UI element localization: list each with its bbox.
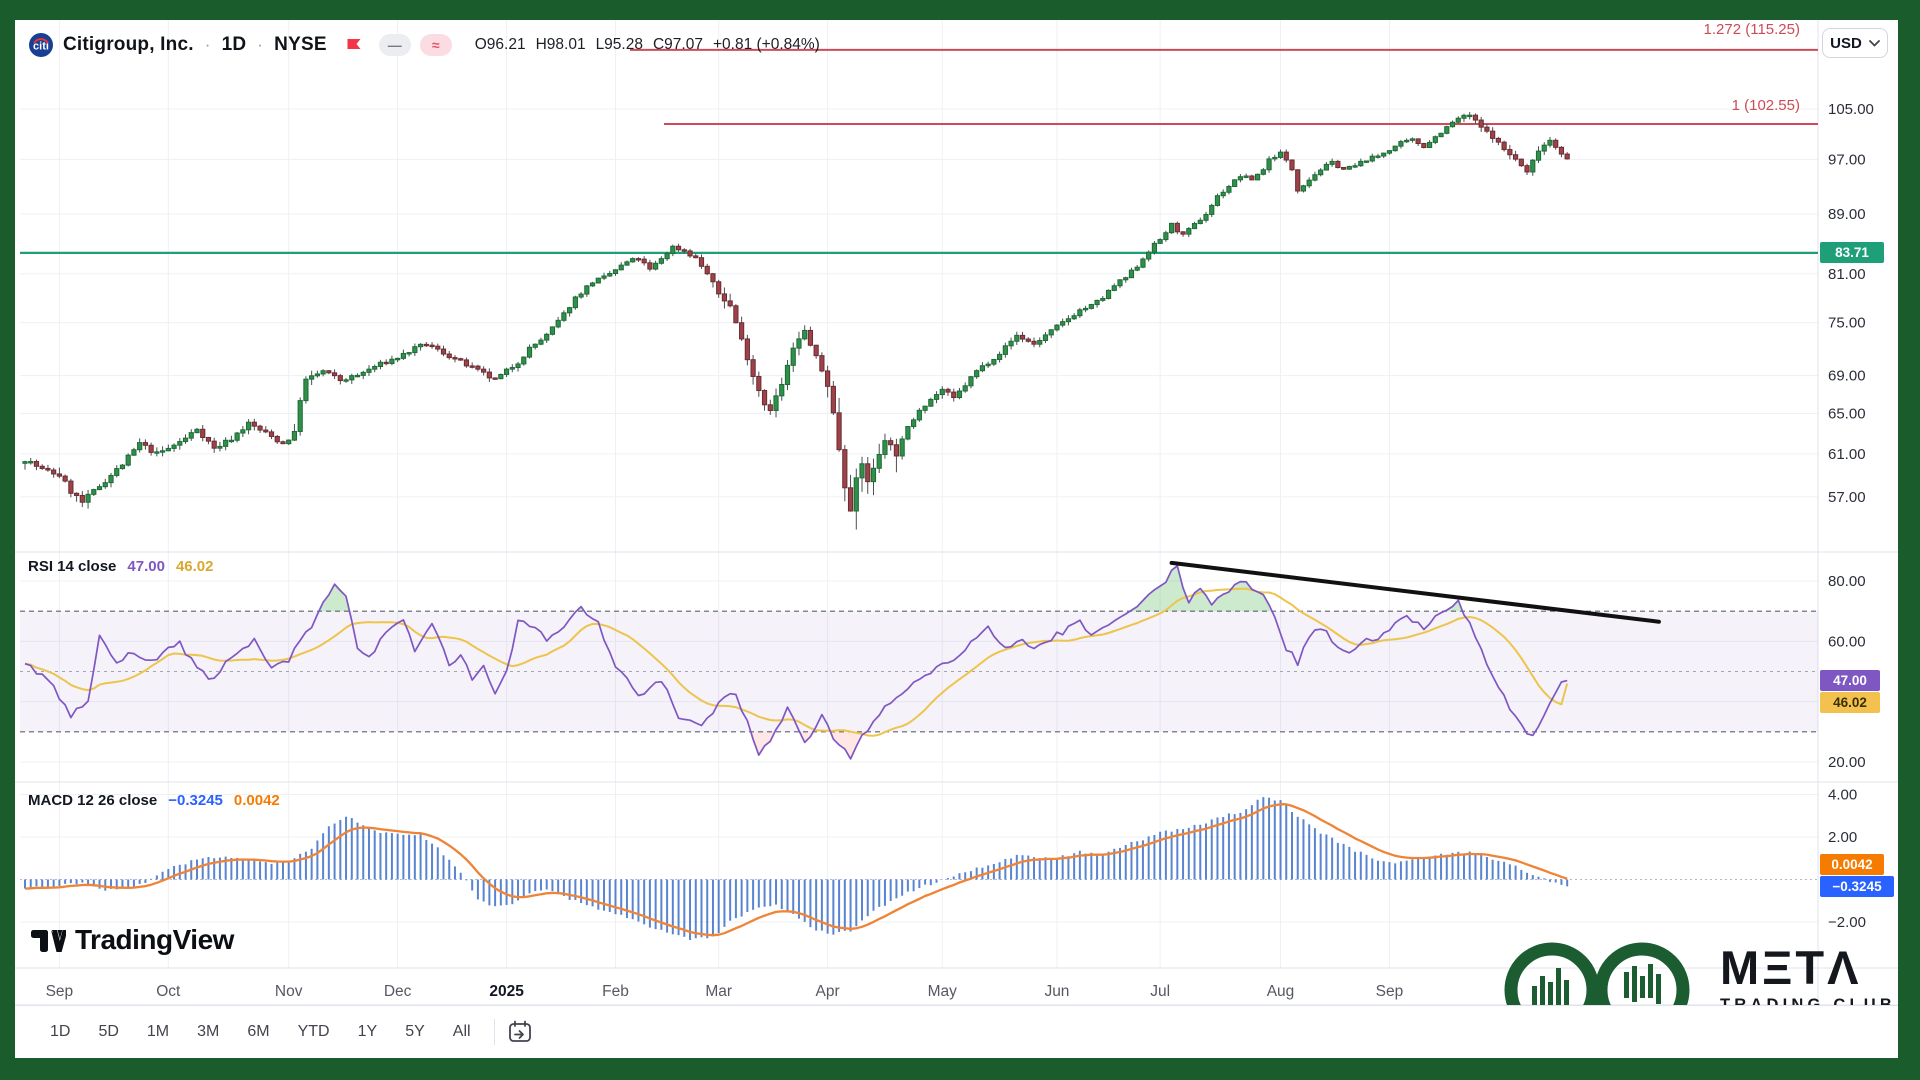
range-button-all[interactable]: All [442,1018,482,1046]
currency-dropdown[interactable]: USD [1822,28,1888,58]
open-value: O96.21 [474,36,526,53]
rsi-legend[interactable]: RSI 14 close 47.00 46.02 [28,558,213,575]
hide-indicator-pill[interactable]: — [378,34,411,56]
tradingview-logo[interactable]: TradingView [30,924,234,956]
flag-icon[interactable] [344,35,364,55]
range-button-5y[interactable]: 5Y [394,1018,436,1046]
range-button-6m[interactable]: 6M [236,1018,280,1046]
chevron-down-icon [1868,39,1880,47]
support-price-badge: 83.71 [1820,242,1884,263]
range-button-1m[interactable]: 1M [136,1018,180,1046]
wave-indicator-pill[interactable]: ≈ [419,34,452,56]
go-to-date-icon[interactable] [507,1019,533,1045]
macd-legend[interactable]: MACD 12 26 close −0.3245 0.0042 [28,792,280,809]
tradingview-wordmark: TradingView [75,924,234,955]
macd-signal-badge: 0.0042 [1820,854,1884,875]
range-button-5d[interactable]: 5D [87,1018,129,1046]
title-separator: · [257,35,264,54]
svg-text:citi: citi [33,41,49,53]
range-buttons: 1D 5D 1M 3M 6M YTD 1Y 5Y All [39,1018,482,1046]
timeframe-label[interactable]: 1D [221,34,247,55]
macd-title: MACD 12 26 close [28,792,158,809]
rsi-price-badge: 47.00 [1820,670,1880,691]
range-button-1d[interactable]: 1D [39,1018,81,1046]
high-value: H98.01 [535,36,586,53]
change-value: +0.81 (+0.84%) [712,36,820,53]
chart-background [15,20,1898,1058]
title-separator: · [204,35,211,54]
citi-logo-icon: citi [29,33,53,57]
rsi-value: 47.00 [127,558,165,575]
toolbar-divider [493,1019,495,1045]
infinity-chart-icon [1504,942,1690,1038]
macd-value: −0.3245 [168,792,223,809]
ohlc-readout: O96.21 H98.01 L95.28 C97.07 +0.81 (+0.84… [475,36,820,54]
exchange-label[interactable]: NYSE [274,34,327,55]
range-button-3m[interactable]: 3M [186,1018,230,1046]
macd-value-badge: −0.3245 [1820,876,1894,897]
symbol-legend[interactable]: citi Citigroup, Inc. · 1D · NYSE — ≈ O96… [28,30,820,60]
macd-signal-value: 0.0042 [233,792,280,809]
rsi-ma-value: 46.02 [175,558,214,575]
currency-label: USD [1830,34,1862,52]
low-value: L95.28 [595,36,643,53]
range-button-1y[interactable]: 1Y [347,1018,389,1046]
tradingview-mark-icon [31,930,66,952]
range-button-ytd[interactable]: YTD [287,1018,341,1046]
fib-level-label-1[interactable]: 1 (102.55) [1731,97,1800,114]
range-toolbar: 1D 5D 1M 3M 6M YTD 1Y 5Y All [15,1005,1898,1058]
fib-level-label-1272[interactable]: 1.272 (115.25) [1703,21,1800,38]
rsi-title: RSI 14 close [28,558,117,575]
meta-title: MΞTΛ [1720,941,1862,994]
symbol-name[interactable]: Citigroup, Inc. [63,34,194,55]
rsi-ma-price-badge: 46.02 [1820,692,1880,713]
close-value: C97.07 [652,36,703,53]
